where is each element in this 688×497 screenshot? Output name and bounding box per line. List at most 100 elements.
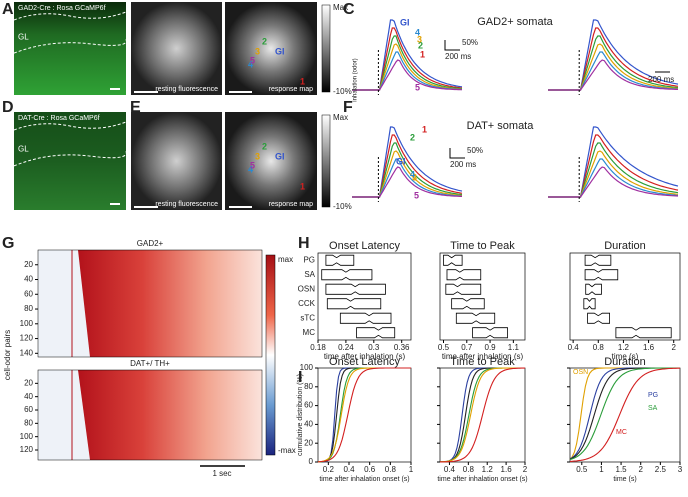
image xyxy=(14,112,126,210)
label: resting fluorescence xyxy=(155,86,218,93)
label: 1 xyxy=(409,465,414,474)
label: Time to Peak xyxy=(450,240,515,252)
box xyxy=(325,283,386,295)
label: 20 xyxy=(24,378,33,387)
layer-boundary xyxy=(13,151,127,167)
label: 3 xyxy=(412,172,417,182)
label: 120 xyxy=(20,334,34,343)
label: DAT+ somata xyxy=(467,120,535,132)
label: 3 xyxy=(255,151,260,161)
label: GL xyxy=(18,32,29,41)
label: 0.9 xyxy=(485,343,497,352)
label: 0.4 xyxy=(343,465,355,474)
label: 40 xyxy=(24,392,33,401)
label: 40 xyxy=(304,420,313,429)
label: MC xyxy=(303,328,316,337)
box xyxy=(451,298,485,310)
label: 4 xyxy=(415,27,420,37)
label: DAT-Cre : Rosa GCaMP6f xyxy=(18,115,100,122)
label: 3 xyxy=(417,34,422,44)
layer-boundary xyxy=(13,121,127,131)
box xyxy=(326,298,382,310)
label: PG xyxy=(648,392,658,399)
label: 1 xyxy=(422,124,427,134)
label: G xyxy=(2,235,14,252)
label: 20 xyxy=(24,260,33,269)
label: 1.6 xyxy=(643,343,655,352)
label: 5 xyxy=(414,190,419,200)
label: 1.5 xyxy=(616,465,628,474)
label: 100 xyxy=(20,432,34,441)
label: Time to Peak xyxy=(450,356,515,368)
label: 100 xyxy=(20,319,34,328)
cdf-curve xyxy=(569,367,680,463)
image xyxy=(225,112,317,210)
label: 5 xyxy=(415,82,420,92)
label: 1.2 xyxy=(482,465,494,474)
frame xyxy=(439,252,526,341)
label: PG xyxy=(303,255,315,264)
label: time (s) xyxy=(612,352,639,361)
label: 50% xyxy=(467,146,483,155)
label: cell-odor pairs xyxy=(3,330,12,380)
label: 1.1 xyxy=(508,343,520,352)
frame xyxy=(317,252,412,341)
image xyxy=(131,112,222,210)
label: time after inhalation onset (s) xyxy=(319,476,409,483)
label: 200 ms xyxy=(445,52,471,61)
label: I xyxy=(298,369,302,386)
label: time after inhalation (s) xyxy=(442,352,524,361)
label: SA xyxy=(304,270,315,279)
label: GI xyxy=(275,151,285,161)
scale-bar xyxy=(444,40,460,51)
label: 0.36 xyxy=(394,343,410,352)
trace xyxy=(352,134,463,198)
image xyxy=(14,2,126,95)
label: 3 xyxy=(255,46,260,56)
image xyxy=(131,2,222,95)
label: 2 xyxy=(671,343,676,352)
label: 0.4 xyxy=(568,343,580,352)
label: 60 xyxy=(304,401,313,410)
label: 1.2 xyxy=(618,343,630,352)
label: A xyxy=(2,1,14,18)
heatmap-response xyxy=(78,370,262,460)
label: 4 xyxy=(248,164,253,174)
cdf-curve xyxy=(569,367,680,461)
label: 100 xyxy=(300,363,314,372)
frame xyxy=(569,252,681,341)
label: CCK xyxy=(298,299,316,308)
box xyxy=(584,254,612,266)
label: OSN xyxy=(573,369,588,376)
cdf-curve xyxy=(318,367,411,463)
label: 2 xyxy=(262,36,267,46)
label: GAD2-Cre : Rosa GCaMP6f xyxy=(18,5,106,12)
label: H xyxy=(298,235,310,252)
label: Onset Latency xyxy=(329,356,400,368)
label: 80 xyxy=(304,382,313,391)
label: 120 xyxy=(20,445,34,454)
label: 0.24 xyxy=(338,343,354,352)
label: 20 xyxy=(304,438,313,447)
label: -10% xyxy=(333,202,352,211)
image xyxy=(225,2,317,95)
label: Duration xyxy=(604,356,646,368)
label: 2 xyxy=(410,132,415,142)
label: SA xyxy=(648,405,658,412)
label: 200 ms xyxy=(450,160,476,169)
cdf-curve xyxy=(440,367,525,463)
cdf-curve xyxy=(440,367,525,463)
label: GI xyxy=(396,156,406,166)
cdf-curve xyxy=(317,367,411,463)
frame xyxy=(37,369,263,461)
label: 1.6 xyxy=(501,465,513,474)
colorbar xyxy=(321,4,331,93)
label: -10% xyxy=(333,87,352,96)
frame xyxy=(37,249,263,358)
colorbar xyxy=(265,254,276,456)
label: response map xyxy=(269,86,313,93)
label: 0 xyxy=(309,457,314,466)
label: 0.5 xyxy=(576,465,588,474)
label: 0.8 xyxy=(593,343,605,352)
